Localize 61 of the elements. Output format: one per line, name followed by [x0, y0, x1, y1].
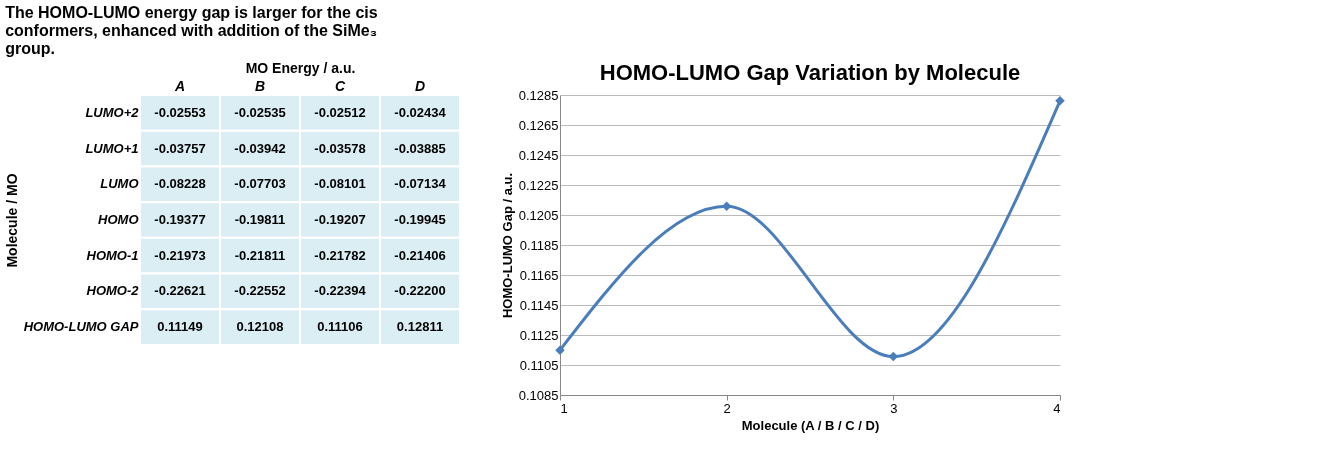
data-label: 0.11149	[157, 319, 203, 335]
data-label: 0.11106	[317, 319, 363, 335]
data-label: -0.07134	[394, 176, 447, 192]
y-tick-label: 0.1145	[519, 297, 559, 313]
data-label: -0.19811	[234, 212, 286, 227]
y-tick-label: 0.1205	[518, 207, 559, 223]
data-label: -0.22200	[394, 283, 446, 299]
y-axis-title: Molecule / MO	[3, 173, 20, 268]
y-tick-label: 0.1225	[518, 177, 559, 193]
data-label: -0.02535	[234, 104, 286, 120]
x-axis-title: Molecule (A / B / C / D)	[741, 417, 880, 433]
data-label: -0.21811	[234, 247, 286, 263]
y-tick-label: 0.1245	[518, 147, 559, 163]
x-tick-label: A	[173, 77, 186, 94]
y-axis-title: HOMO-LUMO Gap / a.u.	[499, 172, 515, 319]
data-label: -0.02553	[154, 104, 206, 120]
data-label: -0.03942	[234, 140, 286, 156]
x-tick-label: D	[414, 77, 426, 94]
x-tick-label: 4	[1053, 400, 1061, 416]
y-tick-label: 0.1185	[519, 237, 559, 253]
chart-title: The HOMO-LUMO energy gap is larger for the cis conformers, enhanced with addition of the SiMe₃ group.	[5, 4, 378, 57]
data-label: -0.08101	[314, 176, 366, 192]
y-tick-label: HOMO-2	[86, 283, 140, 299]
x-axis-title: MO Energy / a.u.	[245, 59, 356, 76]
y-tick-label: LUMO+1	[85, 140, 139, 156]
y-tick-label: HOMO	[98, 212, 139, 227]
y-tick-label: 0.1165	[519, 267, 559, 283]
data-label: -0.08228	[154, 176, 206, 192]
data-label: -0.21973	[154, 247, 206, 263]
data-label: -0.21782	[314, 247, 366, 263]
data-label: -0.02512	[314, 104, 366, 120]
x-tick-label: 1	[560, 400, 568, 416]
data-label: -0.19945	[394, 212, 446, 227]
data-label: -0.02434	[394, 104, 447, 120]
y-tick-label: LUMO	[100, 176, 139, 192]
y-tick-label: HOMO-LUMO GAP	[23, 319, 139, 335]
data-label: -0.22394	[314, 283, 367, 299]
x-tick-label: B	[254, 77, 266, 94]
data-label: -0.03885	[394, 140, 446, 156]
y-tick-label: 0.1125	[519, 327, 559, 343]
data-label: -0.22552	[234, 283, 286, 299]
data-label: 0.12811	[396, 319, 444, 335]
y-tick-label: 0.1285	[518, 87, 559, 103]
y-tick-label: 0.1265	[518, 117, 559, 133]
x-tick-label: 3	[890, 400, 898, 416]
data-label: -0.19377	[154, 212, 206, 227]
data-label: -0.07703	[234, 176, 286, 192]
point	[888, 351, 899, 362]
data-label: 0.12108	[236, 319, 284, 335]
y-tick-label: LUMO+2	[85, 104, 140, 120]
data-label: -0.03757	[154, 140, 206, 156]
y-tick-label: 0.1085	[518, 387, 559, 403]
x-tick-label: 2	[723, 400, 731, 416]
data-label: -0.22621	[154, 283, 206, 299]
chart-title: HOMO-LUMO Gap Variation by Molecule	[599, 60, 1021, 85]
data-label: -0.03578	[314, 140, 366, 156]
data-label: -0.21406	[394, 247, 446, 263]
x-tick-label: C	[334, 77, 346, 94]
y-tick-label: HOMO-1	[86, 247, 139, 263]
y-tick-label: 0.1105	[519, 357, 559, 373]
data-label: -0.19207	[314, 212, 366, 227]
